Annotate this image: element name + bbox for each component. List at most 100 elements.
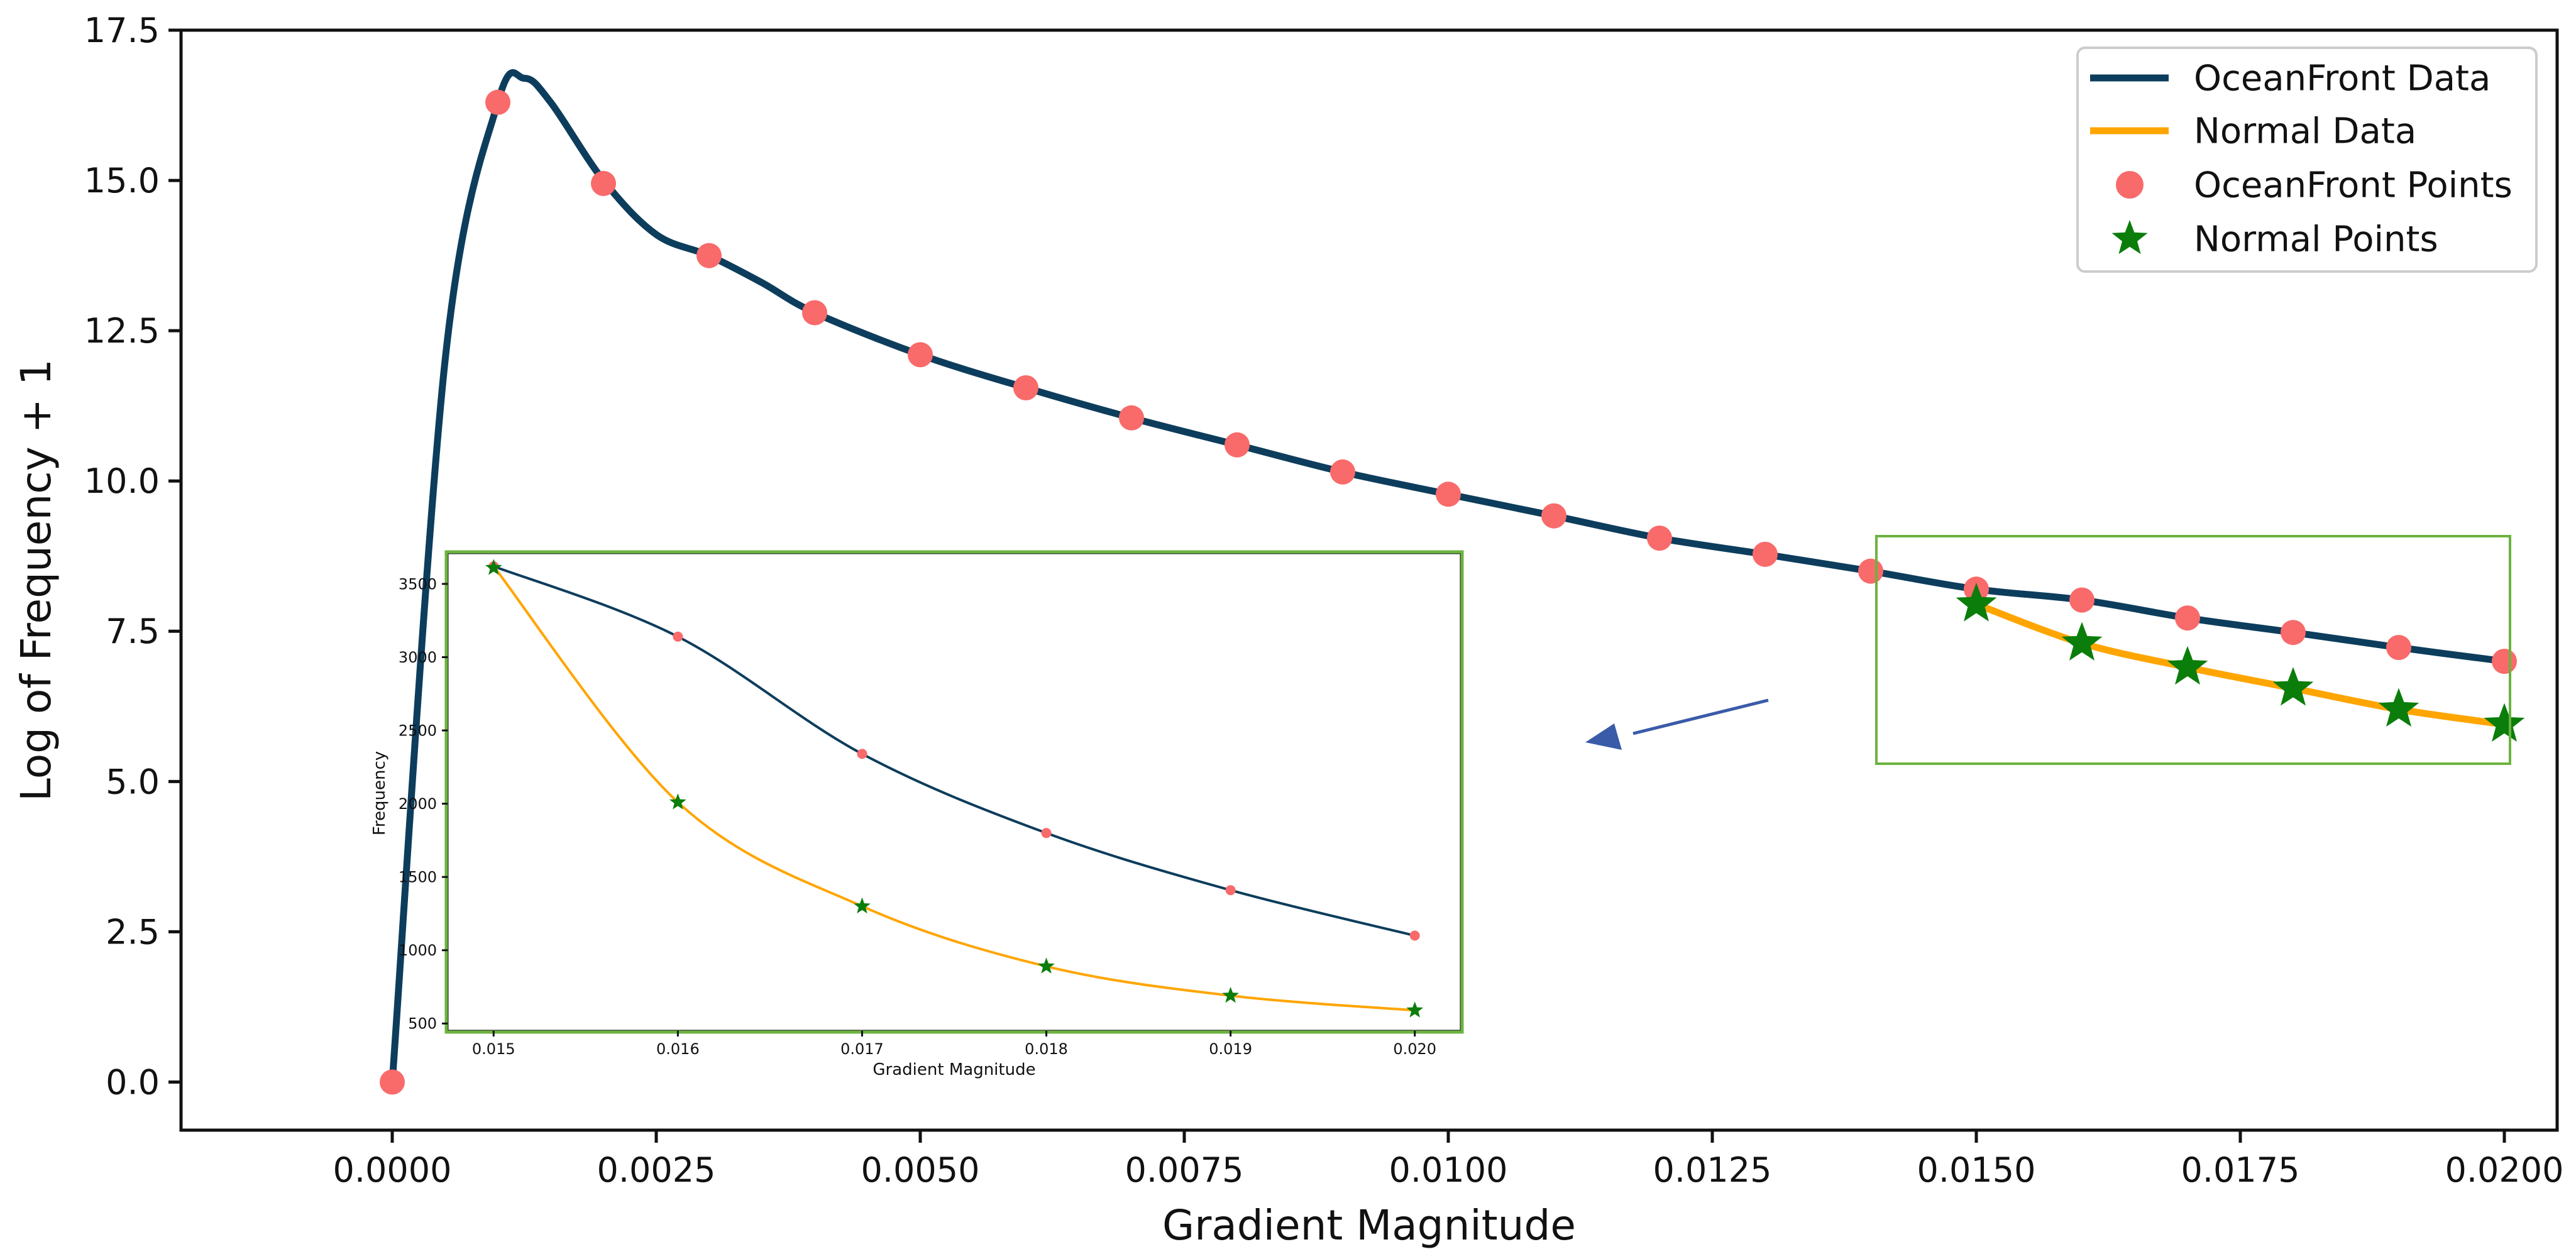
main-axis-ticks: 0.0000 0.0025 0.0050 0.0075 0.0100 0.0125 0.01…	[84, 11, 2564, 1190]
legend-label-oceanfront-data: OceanFront Data	[2194, 58, 2491, 99]
inset-normal-point	[485, 559, 502, 575]
main-normal-point	[2484, 703, 2525, 742]
main-normal-point	[2272, 667, 2314, 706]
inset-oceanfront-point	[1225, 885, 1236, 896]
main-oceanfront-point	[591, 170, 616, 196]
inset-outer-frame	[444, 550, 1464, 1034]
main-oceanfront-point	[696, 243, 722, 268]
inset-normal-point	[1406, 1001, 1423, 1018]
legend-box	[2076, 47, 2538, 273]
main-oceanfront-point	[1330, 459, 1355, 485]
main-y-tick-label: 12.5	[84, 311, 160, 351]
main-normal-point	[1956, 583, 1997, 622]
inset-x-tick-label: 0.019	[1209, 1040, 1252, 1058]
inset-y-tick-label: 3000	[399, 649, 437, 666]
main-data-layer	[380, 69, 2525, 1095]
legend-label-normal-data: Normal Data	[2194, 111, 2416, 152]
inset-oceanfront-point	[857, 749, 867, 759]
inset-oceanfront-point	[1041, 828, 1052, 838]
legend-entry-normal-points: Normal Points	[2111, 219, 2438, 260]
inset-chart: 0.015 0.016 0.017 0.018 0.019 0.020 500 1000 150…	[370, 550, 1464, 1079]
main-normal-point	[2378, 688, 2419, 727]
main-y-tick-label: 2.5	[106, 912, 160, 952]
main-y-tick-label: 7.5	[106, 612, 160, 651]
main-x-tick-label: 0.0025	[597, 1150, 716, 1190]
main-x-tick-label: 0.0050	[861, 1150, 980, 1190]
inset-normal-point	[854, 897, 871, 914]
legend-swatch-oceanfront-points	[2116, 171, 2144, 199]
main-oceanfront-point	[2492, 649, 2517, 674]
inset-x-axis-label: Gradient Magnitude	[872, 1060, 1035, 1079]
legend-label-oceanfront-points: OceanFront Points	[2194, 165, 2513, 206]
inset-oceanfront-point	[1409, 930, 1420, 941]
inset-x-tick-label: 0.017	[840, 1040, 884, 1058]
main-normal-point	[2061, 622, 2103, 661]
main-x-tick-label: 0.0200	[2445, 1150, 2564, 1190]
inset-series-line-normal-line	[492, 565, 1416, 1012]
main-oceanfront-point	[2175, 605, 2200, 631]
legend-entry-oceanfront-points: OceanFront Points	[2116, 165, 2513, 206]
legend-label-normal-points: Normal Points	[2194, 219, 2438, 260]
inset-y-tick-label: 2000	[399, 795, 437, 813]
inset-y-tick-label: 2500	[399, 722, 437, 739]
inset-normal-point	[1038, 957, 1055, 974]
main-oceanfront-point	[802, 300, 827, 326]
legend: OceanFront Data Normal Data OceanFront P…	[2076, 47, 2538, 273]
inset-normal-point	[669, 793, 686, 810]
inset-y-tick-label: 1500	[399, 869, 437, 886]
inset-y-tick-label: 3500	[399, 575, 437, 593]
inset-x-tick-label: 0.015	[472, 1040, 515, 1058]
zoom-arrow	[1585, 698, 1769, 750]
main-oceanfront-point	[1647, 525, 1672, 551]
inset-series-line-oceanfront-line	[492, 565, 1416, 937]
main-oceanfront-point	[485, 89, 510, 115]
inset-axis-ticks: 0.015 0.016 0.017 0.018 0.019 0.020 500 1000 150…	[399, 575, 1436, 1058]
main-oceanfront-point	[1753, 541, 1778, 567]
main-x-tick-label: 0.0150	[1917, 1150, 2036, 1190]
legend-entry-normal-data: Normal Data	[2090, 111, 2416, 152]
main-oceanfront-point	[1541, 503, 1566, 529]
main-y-axis-label: Log of Frequency + 1	[12, 359, 60, 801]
main-x-axis-label: Gradient Magnitude	[1162, 1201, 1576, 1250]
main-x-tick-label: 0.0125	[1653, 1150, 1772, 1190]
inset-y-tick-label: 1000	[399, 942, 437, 959]
main-oceanfront-point	[1119, 405, 1144, 431]
main-oceanfront-point	[1858, 558, 1883, 584]
inset-y-tick-label: 500	[408, 1015, 437, 1033]
zoom-arrow-shaft	[1632, 698, 1769, 735]
main-normal-point	[2167, 646, 2208, 685]
main-oceanfront-point	[1436, 481, 1461, 507]
main-y-tick-label: 15.0	[84, 161, 160, 201]
inset-data-layer	[485, 559, 1423, 1018]
zoom-region-box	[1875, 535, 2511, 765]
inset-x-tick-label: 0.020	[1393, 1040, 1436, 1058]
main-oceanfront-point	[2386, 635, 2411, 661]
main-series-line-oceanfront-line	[388, 69, 2508, 1086]
inset-x-tick-label: 0.016	[656, 1040, 700, 1058]
inset-x-tick-label: 0.018	[1025, 1040, 1068, 1058]
main-oceanfront-point	[2069, 587, 2094, 613]
main-y-tick-label: 10.0	[84, 461, 160, 501]
inset-background	[448, 553, 1461, 1031]
main-x-tick-label: 0.0100	[1389, 1150, 1508, 1190]
main-y-tick-label: 0.0	[106, 1062, 160, 1102]
main-x-tick-label: 0.0075	[1125, 1150, 1244, 1190]
main-chart: 0.0000 0.0025 0.0050 0.0075 0.0100 0.0125 0.01…	[12, 11, 2563, 1250]
main-x-tick-label: 0.0000	[333, 1150, 452, 1190]
legend-swatch-normal-points	[2111, 220, 2148, 255]
zoom-arrow-head	[1585, 723, 1622, 750]
main-oceanfront-point	[1013, 375, 1038, 400]
main-oceanfront-point	[1225, 432, 1250, 458]
main-oceanfront-point	[380, 1069, 405, 1095]
inset-normal-point	[1222, 987, 1239, 1003]
inset-oceanfront-point	[673, 631, 683, 642]
main-plot-frame	[179, 28, 2559, 1132]
main-y-tick-label: 5.0	[106, 762, 160, 801]
legend-entry-oceanfront-data: OceanFront Data	[2090, 58, 2491, 99]
inset-y-axis-label: Frequency	[370, 751, 389, 835]
main-y-tick-label: 17.5	[84, 11, 160, 50]
main-oceanfront-point	[908, 342, 933, 368]
main-x-tick-label: 0.0175	[2181, 1150, 2300, 1190]
main-oceanfront-point	[2281, 620, 2306, 646]
